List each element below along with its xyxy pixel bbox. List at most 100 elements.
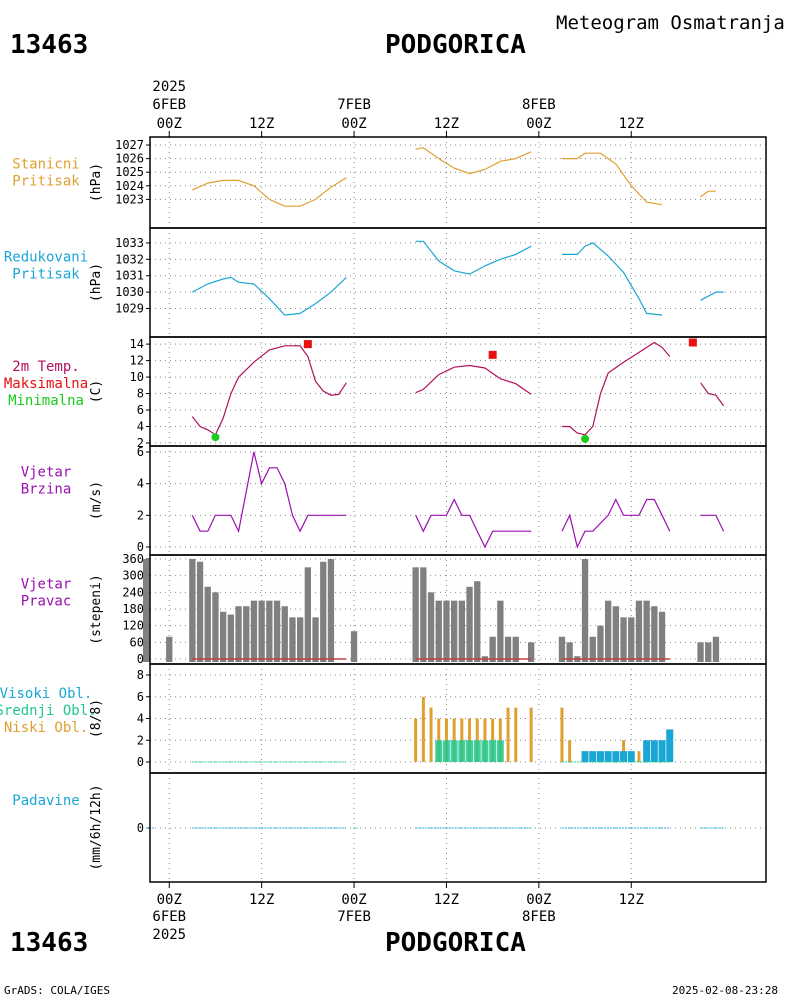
direction-bar — [258, 600, 265, 662]
y-tick-label: 14 — [130, 337, 144, 351]
tmax-marker — [488, 350, 497, 359]
panel-label: Pravac — [21, 594, 72, 610]
panel-label: Pritisak — [12, 267, 80, 283]
direction-bar — [558, 636, 566, 662]
low-cloud-bar — [529, 707, 533, 762]
direction-bar — [589, 636, 596, 662]
panel-label: Vjetar — [21, 577, 72, 593]
mid-cloud-bar — [481, 740, 489, 762]
direction-bar — [219, 611, 227, 662]
y-tick-label: 1032 — [115, 252, 144, 266]
station-name-top: PODGORICA — [385, 30, 526, 60]
direction-bar — [612, 606, 620, 662]
panel-label: Niski Obl. — [4, 720, 88, 736]
panel-6: 0 2 4 6 8 (8/8)Visoki Obl.Srednji Obl.Niski O… — [0, 663, 767, 774]
panel-label: Stanicni — [12, 157, 79, 173]
series-line — [700, 190, 716, 198]
x-tick-label-bottom: 12Z — [619, 892, 644, 908]
panel-label: Srednji Obl. — [0, 703, 97, 719]
direction-bar — [350, 631, 358, 662]
direction-bar — [142, 559, 150, 662]
y-tick-label: 0 — [137, 821, 144, 835]
panel-frame — [149, 554, 767, 665]
low-cloud-bar — [414, 718, 418, 762]
direction-bar — [281, 606, 288, 662]
tmax-marker — [303, 340, 312, 349]
series-line — [415, 147, 532, 175]
direction-bar — [512, 636, 519, 662]
y-tick-label: 0 — [137, 540, 144, 554]
low-cloud-bar — [560, 707, 564, 762]
y-tick-label: 6 — [137, 690, 144, 704]
panel-label: Maksimalna — [4, 376, 88, 392]
mid-cloud-bar — [473, 740, 481, 762]
direction-bar — [412, 567, 419, 662]
panel-2: 1029 1030 1031 1032 1033 (hPa)RedukovaniPriti… — [4, 227, 767, 338]
y-tick-label: 1026 — [115, 152, 144, 166]
panel-label: Vjetar — [21, 465, 72, 481]
direction-bar — [651, 606, 658, 662]
y-tick-label: 120 — [122, 619, 144, 633]
series-line — [562, 341, 671, 436]
y-tick-label: 1030 — [115, 285, 144, 299]
series-line — [700, 382, 725, 407]
direction-bar — [712, 636, 720, 662]
y-tick-label: 1025 — [115, 165, 144, 179]
direction-bar — [296, 617, 304, 662]
low-cloud-bar — [637, 751, 641, 762]
series-line — [415, 364, 532, 395]
direction-bar — [196, 561, 204, 662]
direction-bar — [628, 617, 635, 662]
mid-cloud-bar — [458, 740, 466, 762]
direction-bar — [420, 567, 427, 662]
y-tick-label: 6 — [137, 445, 144, 459]
x-tick-label-bottom: 00Z — [526, 892, 551, 908]
station-id-top: 13463 — [10, 30, 89, 60]
panel-frame — [149, 336, 767, 447]
direction-bar — [658, 611, 666, 662]
panel-frame — [149, 772, 767, 883]
high-cloud-bar — [581, 751, 589, 762]
y-tick-label: 1027 — [115, 138, 144, 152]
direction-bar — [643, 600, 650, 662]
direction-bar — [227, 614, 235, 662]
x-tick-label-bottom: 12Z — [249, 892, 274, 908]
y-tick-label: 4 — [137, 712, 144, 726]
direction-bar — [204, 586, 211, 662]
panel-label: Redukovani — [4, 250, 88, 266]
direction-bar — [320, 561, 327, 662]
y-tick-label: 12 — [130, 354, 144, 368]
y-tick-label: 2 — [137, 508, 144, 522]
low-cloud-bar — [506, 707, 510, 762]
y-tick-label: 1024 — [115, 179, 144, 193]
panel-label: Pritisak — [12, 174, 80, 190]
high-cloud-bar — [620, 751, 628, 762]
mid-cloud-bar — [496, 740, 504, 762]
direction-bar — [450, 600, 458, 662]
day-label-bottom: 8FEB — [522, 909, 556, 925]
direction-bar — [435, 600, 442, 662]
direction-bar — [235, 606, 242, 662]
x-tick-label-top: 00Z — [526, 116, 551, 132]
series-line — [192, 276, 347, 316]
chart-subtitle: Meteogram Osmatranja — [556, 12, 785, 34]
direction-bar — [705, 642, 712, 662]
direction-bar — [243, 606, 250, 662]
day-label-bottom: 6FEB — [152, 909, 186, 925]
direction-bar — [697, 642, 704, 662]
panel-label: 2m Temp. — [12, 359, 79, 375]
series-line — [700, 291, 724, 301]
x-tick-label-bottom: 12Z — [434, 892, 459, 908]
high-cloud-bar — [650, 740, 658, 762]
high-cloud-bar — [658, 740, 666, 762]
y-tick-label: 4 — [137, 477, 144, 491]
y-tick-label: 0 — [137, 755, 144, 769]
panel-label: Padavine — [12, 793, 79, 809]
direction-bar — [189, 559, 196, 662]
direction-bar — [250, 600, 258, 662]
direction-bar — [443, 600, 450, 662]
high-cloud-bar — [589, 751, 597, 762]
y-tick-label: 4 — [137, 420, 144, 434]
